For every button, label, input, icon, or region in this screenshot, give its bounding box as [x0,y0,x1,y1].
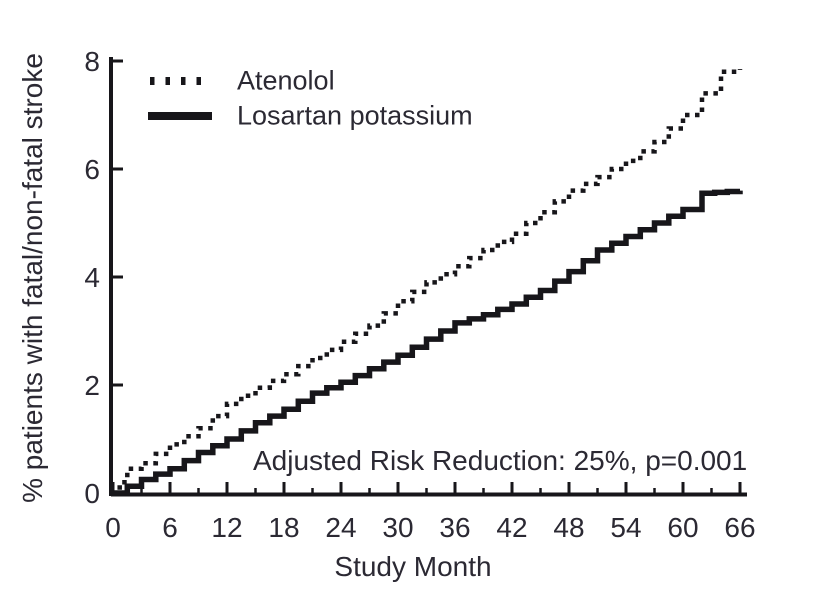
x-tick-label: 0 [105,512,121,543]
y-tick-label: 6 [84,154,100,185]
x-tick-label: 36 [439,512,470,543]
y-tick-label: 4 [84,262,100,293]
x-tick-label: 54 [610,512,641,543]
legend-label-atenolol: Atenolol [237,65,335,96]
x-tick-label: 60 [667,512,698,543]
losartan-curve [113,188,743,496]
x-tick-label: 6 [162,512,178,543]
y-axis-title: % patients with fatal/non-fatal stroke [17,53,48,503]
legend-label-losartan: Losartan potassium [237,100,473,131]
x-tick-label: 12 [211,512,242,543]
x-tick-label: 48 [553,512,584,543]
x-tick-label: 42 [496,512,527,543]
x-tick-label: 24 [325,512,356,543]
x-axis-title: Study Month [334,551,492,582]
x-tick-label: 66 [724,512,755,543]
y-tick-label: 2 [84,370,100,401]
y-tick-label: 8 [84,46,100,77]
risk-reduction-annotation: Adjusted Risk Reduction: 25%, p=0.001 [253,445,748,476]
x-tick-label: 30 [382,512,413,543]
y-tick-label: 0 [84,478,100,509]
atenolol-curve [113,69,743,496]
x-tick-label: 18 [268,512,299,543]
